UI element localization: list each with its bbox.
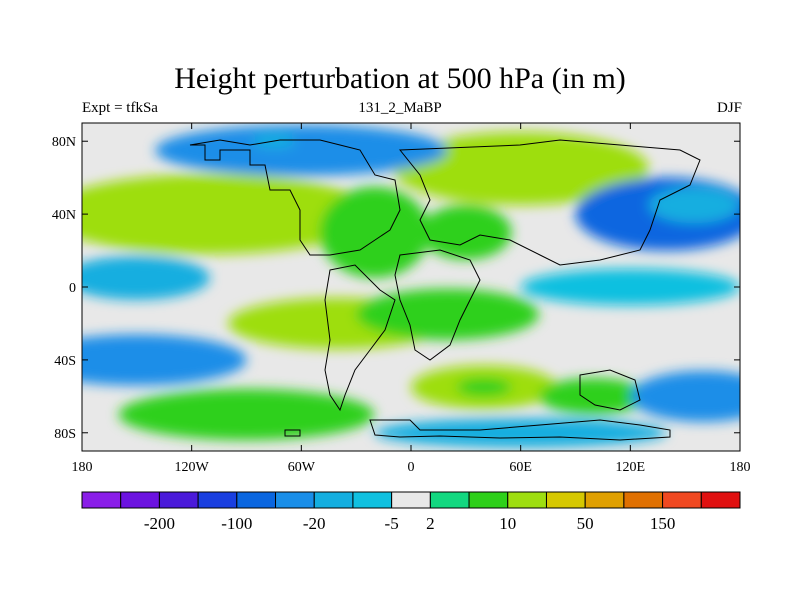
perturbation-blob [420,205,512,260]
colorbar-label: -5 [385,514,399,533]
colorbar-swatch [584,491,625,509]
case-label: 131_2_MaBP [358,100,442,116]
x-tick-label: 120E [616,460,646,475]
eurasia-coastline [398,139,701,266]
perturbation-blob [529,159,603,189]
y-tick-label: 40S [54,354,76,369]
perturbation-blob [155,124,448,176]
perturbation-blob [648,186,740,224]
colorbar-swatch [391,491,431,509]
coastline-layer [189,139,701,441]
colorbar-swatch [429,491,470,509]
colorbar-swatch [158,491,199,509]
axes: 180 120W 60W 0 60E 120E 180 80N 40N 0 40S 80S [52,123,751,475]
x-tick-label: 120W [175,460,210,475]
colorbar-swatch [700,491,741,509]
field-layer [82,123,740,451]
perturbation-blob [82,256,210,300]
colorbar-label: 10 [499,514,516,533]
colorbar-swatch [313,491,354,509]
y-tick-label: 80N [52,135,76,150]
perturbation-blob [520,268,740,306]
antarctica-coastline [284,419,671,441]
perturbation-blob [630,370,740,422]
y-tick-label: 0 [69,281,76,296]
colorbar-swatch [352,491,393,509]
colorbar-swatch [468,491,509,509]
perturbation-blob [173,188,302,233]
colorbar: -200 -100 -20 -5 2 10 50 150 [81,491,741,533]
north-america-coastline [189,139,401,256]
colorbar-swatch [81,491,122,509]
x-tick-label: 180 [730,460,751,475]
perturbation-blob [374,418,667,448]
perturbation-blob [538,378,649,415]
x-tick-label: 0 [408,460,415,475]
colorbar-swatch [197,491,238,509]
perturbation-blob [456,378,512,397]
colorbar-swatch [545,491,586,509]
south-america-coastline [324,264,396,412]
colorbar-swatch [623,491,664,509]
colorbar-label: -20 [303,514,326,533]
y-tick-label: 80S [54,427,76,442]
x-tick-label: 60E [509,460,532,475]
x-tick-label: 180 [72,460,93,475]
perturbation-blob [319,186,430,278]
perturbation-blob [118,389,375,441]
perturbation-blob [392,132,649,205]
colorbar-label: 50 [577,514,594,533]
y-tick-label: 40N [52,208,76,223]
colorbar-swatch [275,491,315,509]
chart-title: Height perturbation at 500 hPa (in m) [174,62,626,95]
colorbar-label: -100 [221,514,252,533]
colorbar-swatch [507,491,547,509]
colorbar-swatch [120,491,160,509]
australia-coastline [579,369,641,411]
perturbation-blob [356,288,539,340]
colorbar-label: 2 [426,514,435,533]
perturbation-blob [82,334,247,386]
season-label: DJF [716,100,742,116]
colorbar-swatch [236,491,277,509]
colorbar-label: -200 [144,514,175,533]
x-tick-label: 60W [288,460,316,475]
experiment-label: Expt = tfkSa [82,100,158,116]
africa-coastline [394,249,481,361]
colorbar-label: 150 [650,514,676,533]
colorbar-swatch [662,491,702,509]
